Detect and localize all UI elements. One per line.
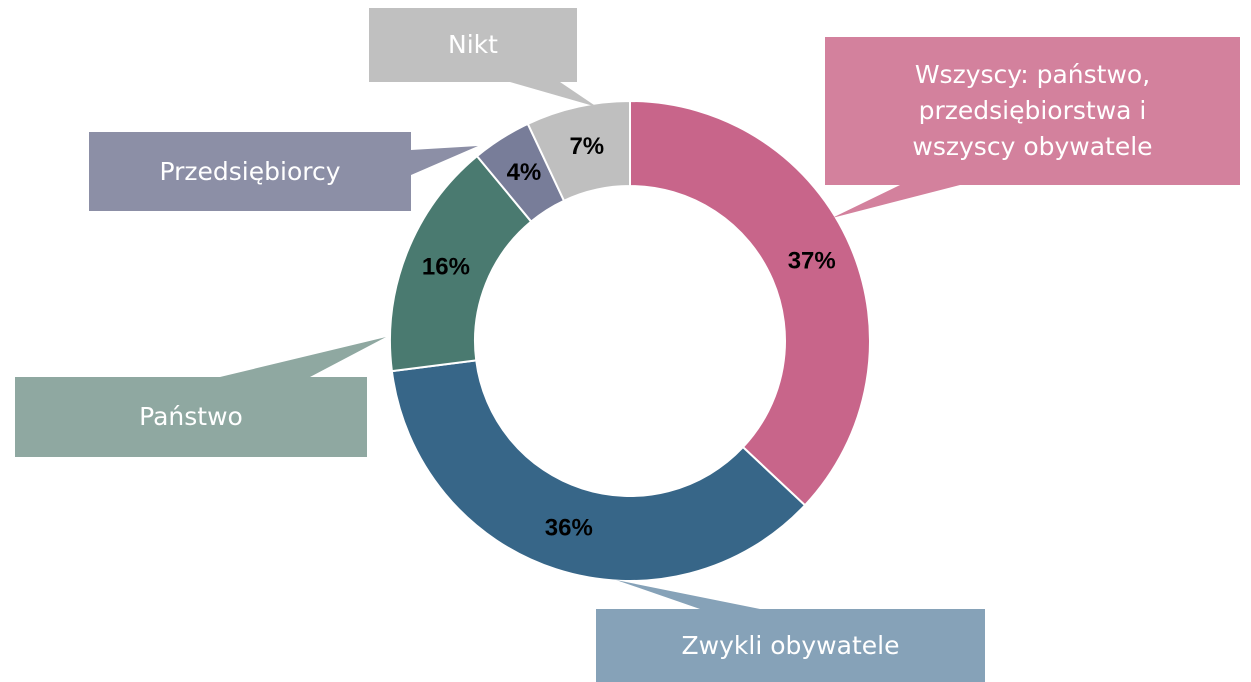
legend-label: Państwo xyxy=(139,402,243,431)
data-label: 4% xyxy=(507,159,542,186)
donut-segment xyxy=(390,359,807,582)
data-label: 16% xyxy=(422,253,470,280)
data-label: 7% xyxy=(569,133,604,160)
callout-pointer xyxy=(832,185,960,218)
donut-segment xyxy=(526,99,631,203)
legend-label: Nikt xyxy=(448,30,498,59)
donut-segment xyxy=(629,99,871,507)
legend-label: Wszyscy: państwo, przedsiębiorstwa i wsz… xyxy=(912,60,1153,161)
callout-label: Wszyscy: państwo, przedsiębiorstwa i wsz… xyxy=(825,37,1240,185)
data-label: 37% xyxy=(788,248,836,275)
callout-pointer xyxy=(510,82,597,107)
callout-label: Państwo xyxy=(15,377,367,457)
data-label: 36% xyxy=(545,515,593,542)
callout-label: Przedsiębiorcy xyxy=(89,132,411,211)
legend-label: Przedsiębiorcy xyxy=(159,156,341,186)
legend-label: Zwykli obywatele xyxy=(681,630,900,660)
callout-pointer xyxy=(220,337,386,377)
callout-pointer xyxy=(411,146,478,175)
callout-label: Nikt xyxy=(369,8,577,82)
callout-pointer xyxy=(616,580,760,609)
callout-label: Zwykli obywatele xyxy=(596,609,985,682)
